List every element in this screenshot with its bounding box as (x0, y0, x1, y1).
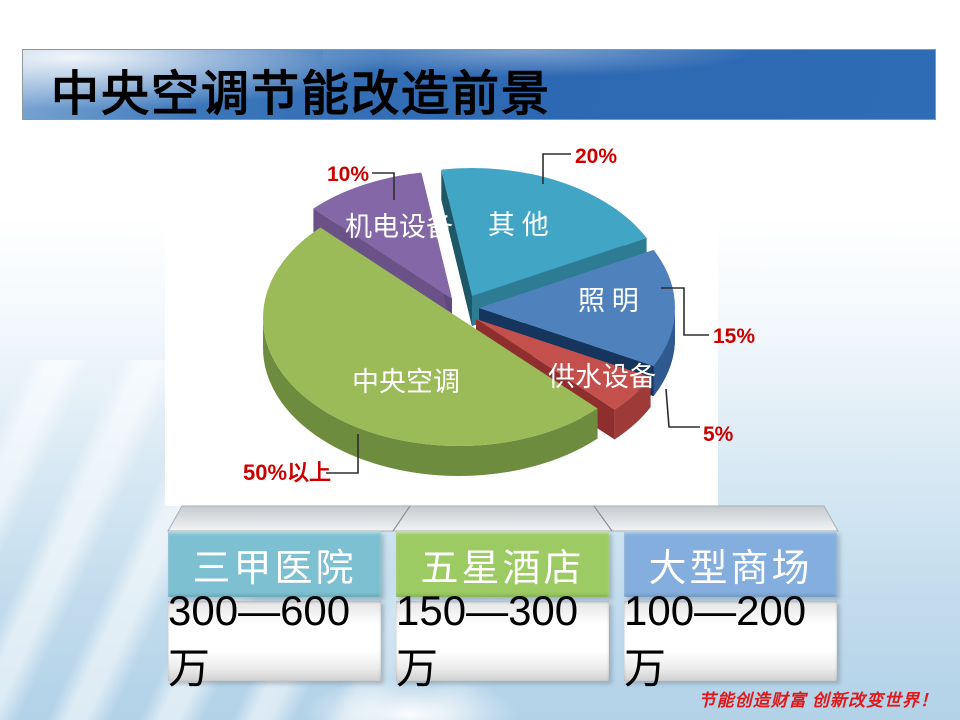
slice-label-central-ac: 中央空调 (352, 367, 460, 397)
table-header-hotel: 五星酒店 (396, 531, 609, 597)
callout-label-5pct: 5% (703, 423, 734, 446)
callout-label-50pct: 50%以上 (243, 460, 331, 485)
table-header-mall: 大型商场 (624, 531, 837, 597)
slice-label-other: 其 他 (488, 210, 549, 240)
title-banner: 中央空调节能改造前景 (22, 49, 936, 121)
table-value-hospital: 300—600万 (168, 587, 381, 692)
callout-label-15pct: 15% (713, 325, 755, 348)
slice-label-water-supply: 供水设备 (548, 362, 656, 392)
table-value-mall: 100—200万 (624, 587, 837, 692)
callout-line-10pct (372, 172, 395, 200)
slice-label-electromechanical: 机电设备 (345, 212, 453, 242)
callout-line-15pct (661, 287, 709, 336)
footer-slogan: 节能创造财富 创新改变世界！ (698, 691, 938, 710)
pie-slice-central-ac (263, 227, 598, 476)
background-cloud (300, 678, 520, 720)
page-title: 中央空调节能改造前景 (51, 68, 552, 121)
table-value-hotel: 150—300万 (396, 587, 609, 692)
banner-cloud-texture (23, 50, 443, 119)
callout-label-20pct: 20% (575, 145, 617, 168)
table-header-hospital: 三甲医院 (168, 531, 381, 597)
table-3d-top (167, 505, 839, 532)
banner-cloud-texture (323, 50, 823, 85)
slice-label-lighting: 照 明 (578, 286, 639, 316)
callout-label-10pct: 10% (327, 163, 369, 186)
callout-line-50pct (326, 434, 359, 474)
callout-line-20pct (542, 153, 571, 184)
callout-line-5pct (665, 388, 700, 428)
